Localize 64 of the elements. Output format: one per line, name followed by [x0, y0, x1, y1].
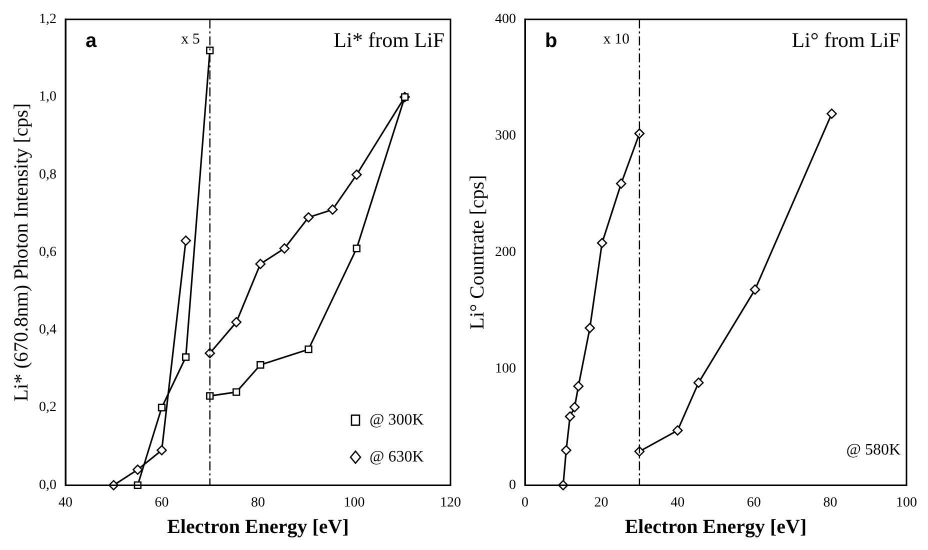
point [303, 212, 314, 223]
point [584, 322, 596, 334]
point [279, 243, 290, 254]
y-tick-label: 0,2 [39, 400, 56, 416]
point [180, 236, 191, 246]
y-tick-label: 0,4 [39, 322, 56, 338]
point [573, 381, 584, 392]
point [672, 425, 683, 436]
point [206, 46, 214, 54]
point [231, 317, 242, 328]
point [255, 258, 266, 270]
point [561, 445, 572, 456]
y-axis-title: Li° Countrate [cps] [466, 174, 488, 330]
x-axis-title: Electron Energy [eV] [167, 516, 349, 538]
y-tick-label: 0 [509, 478, 516, 493]
legend-label: @ 630K [370, 448, 424, 466]
point [304, 346, 312, 354]
point [156, 445, 167, 456]
annotation: Li° from LiF [792, 28, 900, 52]
x-tick-label: 80 [823, 495, 838, 510]
annotation: x 5 [181, 31, 200, 48]
x-tick-label: 120 [440, 495, 461, 510]
y-tick-label: 400 [495, 12, 516, 28]
point [400, 93, 409, 101]
point [352, 170, 362, 180]
x-tick-label: 100 [896, 495, 917, 510]
y-tick-label: 0,8 [39, 167, 56, 182]
point [132, 464, 143, 475]
point [750, 284, 760, 295]
y-tick-label: 0,0 [39, 478, 56, 493]
x-tick-label: 0 [522, 495, 528, 510]
point [569, 402, 580, 412]
annotation: b [545, 30, 558, 52]
annotation: x 10 [603, 31, 630, 48]
y-tick-label: 1,2 [39, 12, 56, 28]
point [232, 388, 240, 396]
point [256, 361, 264, 369]
point [327, 204, 338, 215]
annotation: a [86, 30, 98, 52]
y-tick-label: 0,6 [39, 244, 56, 260]
x-tick-label: 20 [594, 495, 608, 510]
x-tick-label: 40 [670, 495, 685, 510]
annotation: @ 580K [846, 441, 901, 458]
point [693, 378, 704, 388]
legend-label: @ 300K [370, 411, 424, 428]
point [182, 353, 190, 361]
x-tick-label: 80 [251, 495, 265, 510]
y-tick-label: 200 [495, 244, 516, 260]
y-tick-label: 300 [495, 128, 516, 144]
point [826, 108, 837, 119]
y-tick-label: 1,0 [39, 90, 56, 105]
point [596, 238, 608, 248]
annotation: Li* from LiF [334, 28, 444, 52]
point [616, 178, 626, 189]
x-tick-label: 60 [154, 495, 169, 510]
point [158, 404, 166, 412]
x-tick-label: 60 [746, 495, 761, 510]
x-axis-title: Electron Energy [eV] [624, 516, 807, 538]
y-axis-title: Li* (670.8nm) Photon Intensity [cps] [10, 103, 32, 402]
point [564, 411, 576, 422]
y-tick-label: 100 [495, 361, 516, 376]
point [352, 244, 360, 252]
x-tick-label: 100 [344, 495, 365, 510]
x-tick-label: 40 [58, 495, 72, 510]
